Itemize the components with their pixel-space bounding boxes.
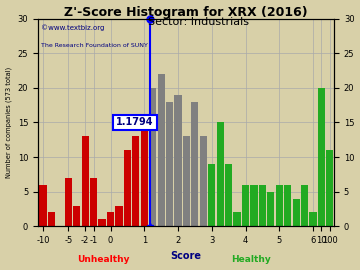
Bar bbox=[99, 220, 106, 226]
Title: Z'-Score Histogram for XRX (2016): Z'-Score Histogram for XRX (2016) bbox=[64, 6, 308, 19]
Bar bbox=[217, 123, 224, 226]
Bar bbox=[166, 102, 173, 226]
Bar bbox=[259, 185, 266, 226]
Bar bbox=[90, 178, 97, 226]
Y-axis label: Number of companies (573 total): Number of companies (573 total) bbox=[5, 67, 12, 178]
Bar bbox=[208, 164, 215, 226]
Bar bbox=[191, 102, 198, 226]
Text: Healthy: Healthy bbox=[231, 255, 271, 264]
Bar bbox=[200, 136, 207, 226]
Bar bbox=[183, 136, 190, 226]
Bar bbox=[65, 178, 72, 226]
Bar bbox=[293, 199, 300, 226]
Bar bbox=[242, 185, 249, 226]
Text: Unhealthy: Unhealthy bbox=[77, 255, 129, 264]
Bar bbox=[40, 185, 46, 226]
Bar bbox=[175, 95, 181, 226]
Bar bbox=[158, 74, 165, 226]
Bar bbox=[141, 123, 148, 226]
Bar bbox=[267, 192, 274, 226]
Bar bbox=[318, 88, 325, 226]
Bar bbox=[284, 185, 291, 226]
Bar bbox=[107, 212, 114, 226]
Text: Sector: Industrials: Sector: Industrials bbox=[148, 17, 248, 27]
X-axis label: Score: Score bbox=[171, 251, 202, 261]
Bar bbox=[225, 164, 232, 226]
Bar bbox=[326, 150, 333, 226]
Bar bbox=[234, 212, 240, 226]
Bar bbox=[115, 205, 122, 226]
Bar bbox=[124, 150, 131, 226]
Text: ©www.textbiz.org: ©www.textbiz.org bbox=[41, 25, 104, 32]
Bar bbox=[48, 212, 55, 226]
Text: The Research Foundation of SUNY: The Research Foundation of SUNY bbox=[41, 43, 148, 49]
Bar bbox=[301, 185, 308, 226]
Bar bbox=[276, 185, 283, 226]
Bar bbox=[82, 136, 89, 226]
Bar bbox=[309, 212, 316, 226]
Bar bbox=[132, 136, 139, 226]
Bar bbox=[250, 185, 257, 226]
Bar bbox=[149, 88, 156, 226]
Bar bbox=[73, 205, 80, 226]
Text: 1.1794: 1.1794 bbox=[116, 117, 154, 127]
